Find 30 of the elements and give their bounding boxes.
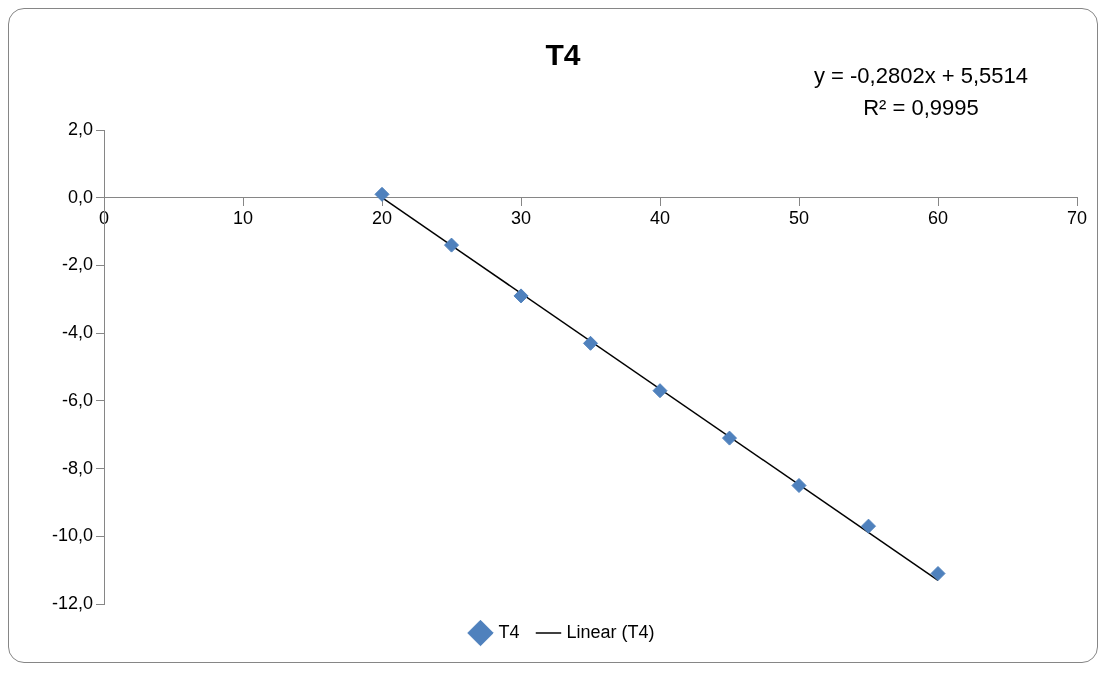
legend-label: Linear (T4) — [566, 621, 655, 642]
point — [444, 237, 460, 253]
point — [791, 478, 807, 493]
y-tick-label: 0,0 — [68, 186, 94, 207]
y-tick-label: -12,0 — [52, 592, 94, 613]
point — [861, 518, 877, 534]
legend-label: T4 — [498, 621, 520, 642]
x-tick-label: 50 — [788, 208, 810, 229]
text: R² = 0,9995 — [863, 95, 979, 121]
y-tick-label: -4,0 — [62, 322, 94, 343]
y-tick-label: -8,0 — [62, 457, 94, 478]
x-tick-label: 20 — [372, 208, 393, 229]
x-tick-label: 70 — [1066, 208, 1088, 229]
point — [722, 430, 738, 446]
y-tick-label: -10,0 — [52, 525, 94, 546]
point — [374, 186, 390, 202]
point — [583, 335, 599, 351]
point — [652, 383, 668, 399]
x-tick-label: 60 — [927, 208, 949, 229]
x-tick-label: 10 — [233, 208, 254, 229]
text: y = -0,2802x + 5,5514 — [813, 63, 1029, 89]
chart-title: T4 — [545, 38, 581, 72]
y-tick-label: -2,0 — [62, 254, 94, 275]
y-tick-label: 2,0 — [68, 118, 94, 139]
y-tick-label: -6,0 — [62, 389, 94, 410]
x-tick-label: 0 — [99, 208, 110, 229]
point — [930, 566, 946, 582]
point — [513, 288, 529, 304]
x-tick-label: 30 — [511, 208, 532, 229]
x-tick-label: 40 — [650, 208, 671, 229]
